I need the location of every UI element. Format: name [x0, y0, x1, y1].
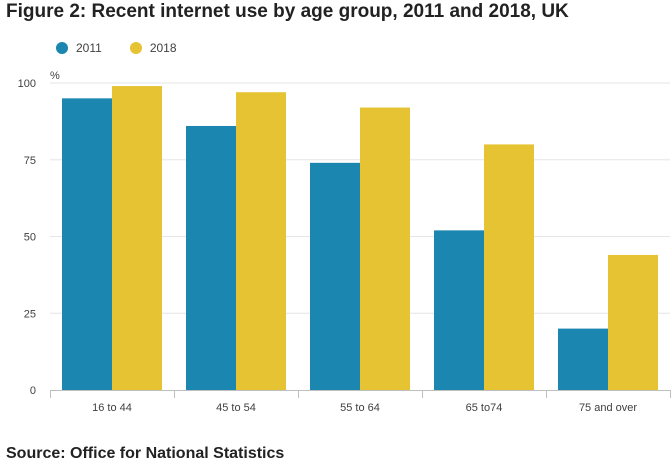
bar-2011-1 [186, 125, 236, 390]
bar-2011-3 [434, 230, 484, 390]
x-tick-label: 55 to 64 [340, 402, 380, 414]
legend-label-2018: 2018 [149, 41, 177, 55]
legend-label-2011: 2011 [76, 41, 102, 55]
bar-2018-4 [608, 254, 658, 390]
y-tick-label: 100 [18, 78, 36, 90]
legend-swatch-2018 [129, 42, 142, 54]
y-tick-label: 50 [24, 232, 36, 244]
legend-item-2011: 2011 [56, 41, 102, 55]
bar-2011-4 [558, 328, 608, 390]
legend-item-2018: 2018 [129, 41, 177, 55]
y-tick-label: 25 [24, 308, 36, 320]
y-axis-label: % [50, 70, 60, 82]
bar-2018-2 [360, 107, 410, 390]
bar-2011-2 [310, 162, 360, 390]
legend: 2011 2018 [56, 41, 205, 55]
bar-2011-0 [62, 98, 112, 390]
x-tick-label: 45 to 54 [216, 402, 256, 414]
chart-title: Figure 2: Recent internet use by age gro… [6, 1, 569, 22]
bar-2018-0 [112, 86, 162, 390]
x-tick-label: 75 and over [579, 402, 637, 414]
bar-2018-1 [236, 92, 286, 391]
source-note: Source: Office for National Statistics [6, 445, 285, 462]
y-tick-label: 75 [24, 155, 36, 167]
bar-2018-3 [484, 144, 534, 390]
x-tick-label: 65 to74 [466, 402, 503, 414]
legend-swatch-2011 [56, 42, 68, 54]
x-tick-label: 16 to 44 [92, 402, 132, 414]
y-tick-label: 0 [30, 385, 36, 397]
